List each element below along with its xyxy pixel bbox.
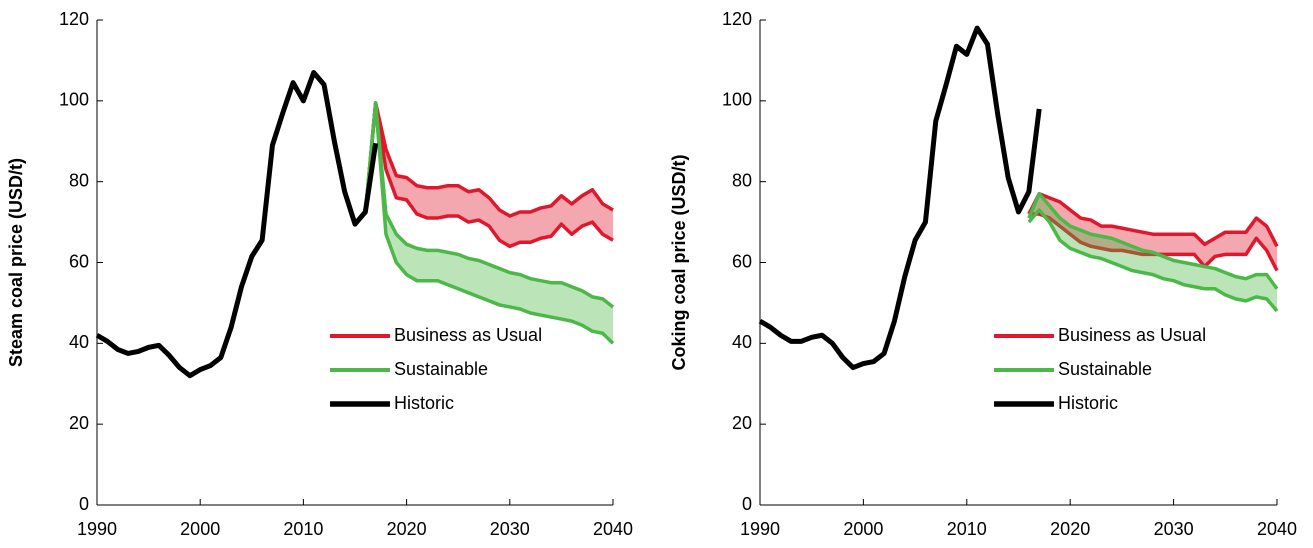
line — [758, 25, 1042, 371]
y-tick-label: 60 — [69, 251, 89, 271]
legend-label: Sustainable — [1058, 359, 1152, 379]
x-tick-label: 1990 — [740, 519, 780, 539]
y-tick-label: 120 — [722, 9, 752, 29]
legend-label: Sustainable — [394, 359, 488, 379]
x-tick-label: 2000 — [180, 519, 220, 539]
x-tick-label: 2020 — [387, 519, 427, 539]
legend-label: Historic — [394, 393, 454, 413]
y-tick-label: 120 — [59, 9, 89, 29]
band-line — [1027, 192, 1279, 290]
band-line — [363, 101, 615, 309]
x-tick-label: 2010 — [947, 519, 987, 539]
band-line — [363, 101, 615, 345]
band-line — [363, 101, 614, 249]
y-axis-label: Steam coal price (USD/t) — [6, 158, 26, 367]
band-fill — [1028, 193, 1277, 271]
band-line — [1027, 208, 1279, 313]
x-tick-label: 2020 — [1050, 519, 1090, 539]
x-tick-label: 2040 — [593, 519, 633, 539]
y-tick-label: 100 — [59, 90, 89, 110]
band-line — [1027, 192, 1279, 248]
y-tick-label: 0 — [742, 494, 752, 514]
x-tick-label: 2030 — [490, 519, 530, 539]
line — [95, 70, 379, 379]
band-line — [1028, 212, 1279, 272]
y-tick-label: 60 — [732, 251, 752, 271]
legend-label: Business as Usual — [1058, 325, 1206, 345]
y-axis-label: Coking coal price (USD/t) — [669, 154, 689, 370]
y-tick-label: 40 — [69, 332, 89, 352]
y-tick-label: 0 — [79, 494, 89, 514]
band-line — [363, 101, 614, 218]
y-tick-label: 40 — [732, 332, 752, 352]
x-tick-label: 1990 — [77, 519, 117, 539]
legend-label: Business as Usual — [394, 325, 542, 345]
x-tick-label: 2030 — [1154, 519, 1194, 539]
legend-label: Historic — [1058, 393, 1118, 413]
y-tick-label: 80 — [69, 170, 89, 190]
x-tick-label: 2010 — [283, 519, 323, 539]
y-tick-label: 20 — [69, 413, 89, 433]
band-fill — [365, 102, 613, 247]
x-tick-label: 2000 — [843, 519, 883, 539]
y-tick-label: 20 — [732, 413, 752, 433]
x-tick-label: 2040 — [1257, 519, 1297, 539]
y-tick-label: 100 — [722, 90, 752, 110]
y-tick-label: 80 — [732, 170, 752, 190]
